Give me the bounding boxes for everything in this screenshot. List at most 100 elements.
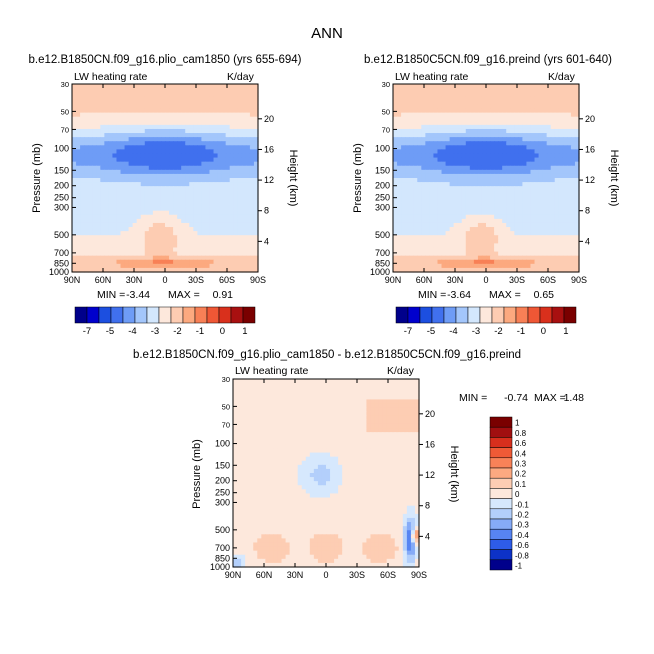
field-cell <box>477 149 483 155</box>
field-cell <box>477 259 483 265</box>
field-cell <box>112 178 118 183</box>
field-cell <box>401 116 406 122</box>
field-cell <box>88 153 93 159</box>
field-cell <box>465 255 471 261</box>
field-cell <box>546 165 552 171</box>
field-cell <box>213 206 219 212</box>
field-cell <box>405 149 410 155</box>
field-cell <box>490 235 495 240</box>
field-cell <box>185 100 190 106</box>
field-cell <box>297 407 303 413</box>
field-cell <box>538 243 544 249</box>
field-cell <box>514 173 519 179</box>
field-cell <box>265 379 270 384</box>
field-cell <box>494 247 499 253</box>
field-cell <box>261 419 266 425</box>
field-cell <box>486 120 491 126</box>
field-cell <box>413 84 418 89</box>
field-cell <box>88 259 93 265</box>
field-cell <box>429 137 435 142</box>
field-cell <box>76 128 81 134</box>
field-cell <box>92 259 97 265</box>
field-cell <box>502 222 507 228</box>
field-cell <box>449 198 455 204</box>
field-cell <box>481 263 487 269</box>
field-cell <box>362 383 368 388</box>
field-cell <box>80 96 85 101</box>
field-cell <box>120 186 126 191</box>
field-cell <box>197 165 202 171</box>
field-cell <box>165 227 170 232</box>
field-cell <box>354 423 359 429</box>
field-cell <box>253 92 259 97</box>
field-cell <box>237 173 243 179</box>
field-cell <box>72 100 77 106</box>
field-cell <box>156 251 162 257</box>
field-cell <box>289 419 295 425</box>
field-cell <box>80 206 85 212</box>
field-cell <box>76 92 81 97</box>
field-cell <box>140 182 146 187</box>
field-cell <box>546 169 552 175</box>
field-cell <box>574 190 580 195</box>
field-cell <box>425 222 430 228</box>
field-cell <box>502 178 507 183</box>
field-cell <box>116 108 122 114</box>
field-cell <box>486 267 491 273</box>
field-cell <box>393 84 398 89</box>
field-cell <box>144 251 150 257</box>
field-cell <box>534 222 540 228</box>
field-cell <box>453 218 459 224</box>
field-cell <box>100 206 105 212</box>
field-cell <box>574 255 580 261</box>
field-cell <box>108 198 114 204</box>
field-cell <box>116 231 122 236</box>
field-cell <box>193 141 198 146</box>
field-cell <box>473 243 479 249</box>
field-cell <box>546 153 552 159</box>
field-cell <box>558 235 564 240</box>
field-cell <box>213 153 219 159</box>
field-cell <box>104 169 109 175</box>
field-cell <box>558 222 564 228</box>
field-cell <box>421 210 426 216</box>
colorbar-swatch <box>455 306 469 324</box>
field-cell <box>401 120 406 126</box>
colorbar-swatch <box>479 306 493 324</box>
field-cell <box>116 206 122 212</box>
field-cell <box>72 202 77 208</box>
field-cell <box>401 96 406 101</box>
field-cell <box>128 231 134 236</box>
field-cell <box>237 161 243 167</box>
field-cell <box>116 178 122 183</box>
field-cell <box>566 243 572 249</box>
field-cell <box>128 124 134 130</box>
field-cell <box>124 243 130 249</box>
field-cell <box>566 247 572 253</box>
field-cell <box>514 137 519 142</box>
field-cell <box>193 128 198 134</box>
field-cell <box>148 235 154 240</box>
field-cell <box>225 169 231 175</box>
field-cell <box>429 133 435 138</box>
field-cell <box>205 161 211 167</box>
field-cell <box>417 239 422 244</box>
field-cell <box>205 141 211 146</box>
field-cell <box>201 84 207 89</box>
field-cell <box>534 210 540 216</box>
field-cell <box>413 255 418 261</box>
field-cell <box>124 231 130 236</box>
field-cell <box>104 149 109 155</box>
field-cell <box>465 247 471 253</box>
field-cell <box>514 92 519 97</box>
field-cell <box>510 128 515 134</box>
field-cell <box>245 218 251 224</box>
field-cell <box>213 235 219 240</box>
field-cell <box>189 120 194 126</box>
field-cell <box>510 92 515 97</box>
field-cell <box>193 235 198 240</box>
field-cell <box>397 112 402 118</box>
field-cell <box>558 263 564 269</box>
field-cell <box>209 255 215 261</box>
field-cell <box>148 84 154 89</box>
